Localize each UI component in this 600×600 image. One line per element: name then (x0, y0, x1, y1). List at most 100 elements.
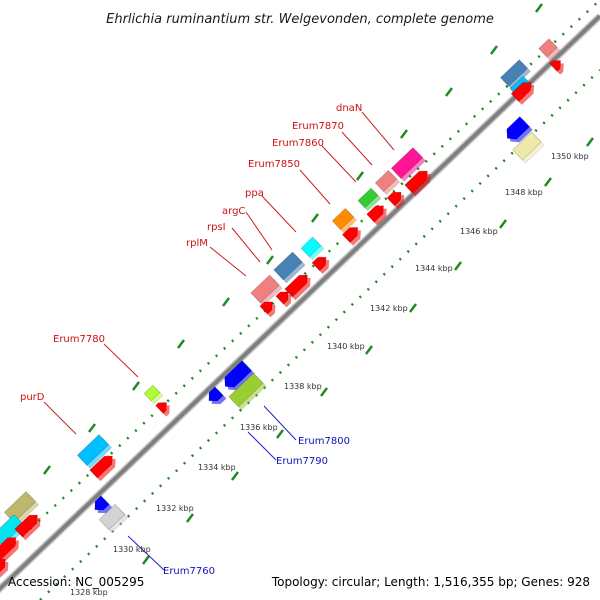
scale-label: 1348 kbp (505, 188, 543, 197)
gene-label[interactable]: Erum7850 (248, 159, 300, 170)
leader-line (231, 227, 261, 263)
label-leaders (43, 111, 395, 571)
major-tick (88, 423, 96, 433)
feature-block[interactable] (311, 256, 330, 275)
tick-track (39, 69, 600, 600)
feature-block[interactable] (512, 131, 545, 164)
major-tick (142, 555, 150, 565)
scale-label: 1332 kbp (156, 504, 194, 513)
scale-label: 1338 kbp (284, 382, 322, 391)
feature-block[interactable] (510, 82, 535, 106)
tick-track (0, 0, 600, 559)
feature-block[interactable] (143, 384, 164, 405)
gene-label[interactable]: purD (20, 392, 45, 403)
major-tick (586, 137, 594, 147)
gene-label[interactable]: Erum7800 (298, 436, 350, 447)
gene-label[interactable]: argC (222, 206, 245, 217)
scale-label: 1344 kbp (415, 264, 453, 273)
gene-label[interactable]: rpsI (207, 222, 226, 233)
feature-block[interactable] (549, 60, 564, 75)
leader-line (341, 131, 373, 166)
leader-line-reverse (263, 405, 297, 441)
feature-block[interactable] (155, 402, 170, 417)
major-tick (266, 255, 274, 265)
feature-block[interactable] (14, 514, 41, 541)
feature-block[interactable] (390, 147, 427, 182)
leader-line (299, 169, 331, 205)
leader-line (103, 343, 139, 378)
feature-block[interactable] (300, 236, 325, 261)
leader-line (321, 145, 357, 183)
scale-label: 1336 kbp (240, 423, 278, 432)
scale-label: 1350 kbp (551, 152, 589, 161)
scale-labels: 1328 kbp 1330 kbp 1332 kbp 1334 kbp 1336 kbp… (70, 152, 589, 597)
major-tick (320, 387, 328, 397)
summary-text: Topology: circular; Length: 1,516,355 bp… (271, 575, 590, 589)
feature-block[interactable] (259, 301, 276, 318)
major-tick (231, 471, 239, 481)
gene-label[interactable]: Erum7870 (292, 121, 344, 132)
feature-block[interactable] (331, 207, 358, 234)
feature-block[interactable] (374, 169, 401, 196)
feature-block[interactable] (94, 495, 113, 514)
feature-block[interactable] (250, 274, 283, 307)
gene-label[interactable]: Erum7780 (53, 334, 105, 345)
gene-label[interactable]: ppa (245, 188, 264, 199)
feature-block[interactable] (0, 558, 9, 580)
feature-blocks (0, 38, 564, 580)
feature-block[interactable] (76, 434, 113, 469)
major-tick (177, 339, 185, 349)
feature-block[interactable] (366, 205, 387, 226)
feature-block[interactable] (228, 372, 267, 411)
feature-block[interactable] (538, 38, 561, 61)
scale-label: 1340 kbp (327, 342, 365, 351)
feature-block[interactable] (284, 274, 311, 301)
major-tick (311, 213, 319, 223)
major-tick (365, 345, 373, 355)
feature-block[interactable] (506, 116, 533, 143)
feature-block[interactable] (89, 455, 116, 482)
gene-label[interactable]: Erum7860 (272, 138, 324, 149)
leader-line (43, 401, 77, 435)
major-tick (535, 3, 543, 13)
major-tick (400, 129, 408, 139)
feature-block[interactable] (357, 187, 382, 212)
major-tick (499, 219, 507, 229)
major-tick (445, 87, 453, 97)
major-tick (544, 177, 552, 187)
gene-label[interactable]: Erum7760 (163, 566, 215, 577)
feature-block[interactable] (500, 59, 531, 90)
feature-block[interactable] (273, 251, 306, 284)
major-tick (43, 465, 51, 475)
accession-text: Accession: NC_005295 (8, 575, 144, 589)
major-tick (409, 303, 417, 313)
feature-block[interactable] (386, 191, 405, 210)
feature-block[interactable] (208, 386, 227, 405)
leader-line (261, 195, 297, 233)
major-tick (490, 45, 498, 55)
gene-label[interactable]: rplM (186, 238, 208, 249)
major-tick (276, 429, 284, 439)
major-tick (222, 297, 230, 307)
map-title: Ehrlichia ruminantium str. Welgevonden, … (106, 12, 494, 27)
scale-label: 1328 kbp (70, 588, 108, 597)
scale-label: 1334 kbp (198, 463, 236, 472)
gene-label[interactable]: dnaN (336, 103, 362, 114)
leader-line (361, 111, 395, 151)
scale-label: 1330 kbp (113, 545, 151, 554)
leader-line (209, 246, 247, 277)
feature-block[interactable] (98, 503, 129, 534)
major-tick (132, 381, 140, 391)
scale-label: 1346 kbp (460, 227, 498, 236)
feature-block[interactable] (404, 170, 431, 197)
feature-block[interactable] (275, 291, 292, 308)
leader-line-reverse (247, 431, 277, 461)
gene-label[interactable]: Erum7790 (276, 456, 328, 467)
genome-backbone (0, 13, 600, 594)
leader-line-reverse (127, 535, 165, 571)
major-tick (454, 261, 462, 271)
feature-block[interactable] (341, 227, 362, 246)
